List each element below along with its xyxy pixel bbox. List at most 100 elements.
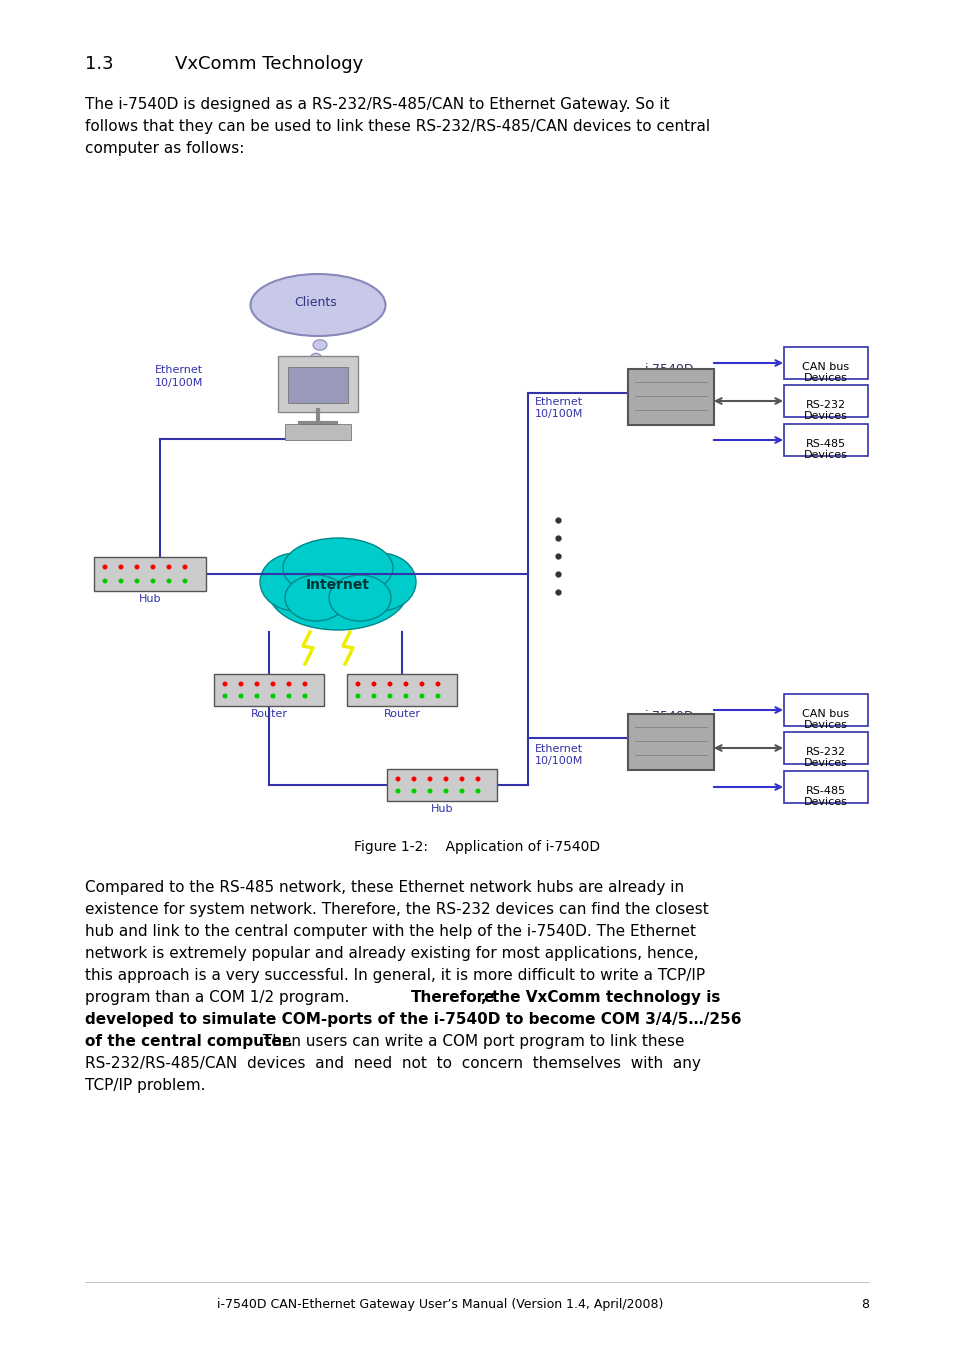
Ellipse shape	[475, 776, 480, 782]
FancyBboxPatch shape	[627, 369, 713, 425]
Text: Devices: Devices	[803, 450, 847, 460]
FancyBboxPatch shape	[783, 694, 867, 726]
Ellipse shape	[309, 363, 316, 369]
Text: Internet: Internet	[306, 578, 370, 593]
Text: 1.3: 1.3	[85, 55, 113, 73]
Ellipse shape	[311, 354, 320, 360]
Ellipse shape	[182, 579, 188, 583]
Text: The i-7540D is designed as a RS-232/RS-485/CAN to Ethernet Gateway. So it: The i-7540D is designed as a RS-232/RS-4…	[85, 97, 669, 112]
Ellipse shape	[254, 694, 259, 698]
Ellipse shape	[387, 682, 392, 687]
Text: i-7540D: i-7540D	[644, 363, 694, 377]
Text: , the VxComm technology is: , the VxComm technology is	[480, 990, 720, 1004]
Ellipse shape	[271, 694, 275, 698]
Text: i-7540D CAN-Ethernet Gateway User’s Manual (Version 1.4, April/2008): i-7540D CAN-Ethernet Gateway User’s Manu…	[216, 1297, 662, 1311]
Ellipse shape	[134, 564, 139, 570]
FancyBboxPatch shape	[627, 714, 713, 770]
Text: hub and link to the central computer with the help of the i-7540D. The Ethernet: hub and link to the central computer wit…	[85, 923, 696, 940]
Text: 10/100M: 10/100M	[535, 409, 583, 418]
FancyBboxPatch shape	[783, 347, 867, 379]
Ellipse shape	[355, 682, 360, 687]
Text: Hub: Hub	[431, 805, 453, 814]
Ellipse shape	[222, 694, 227, 698]
FancyBboxPatch shape	[277, 356, 357, 412]
Ellipse shape	[260, 554, 332, 612]
Text: RS-485: RS-485	[805, 786, 845, 796]
Text: this approach is a very successful. In general, it is more difficult to write a : this approach is a very successful. In g…	[85, 968, 704, 983]
FancyBboxPatch shape	[387, 769, 497, 801]
Text: developed to simulate COM-ports of the i-7540D to become COM 3/4/5…/256: developed to simulate COM-ports of the i…	[85, 1012, 740, 1027]
Text: Compared to the RS-485 network, these Ethernet network hubs are already in: Compared to the RS-485 network, these Et…	[85, 880, 683, 895]
Ellipse shape	[118, 564, 123, 570]
Ellipse shape	[427, 776, 432, 782]
Ellipse shape	[118, 579, 123, 583]
Ellipse shape	[427, 788, 432, 794]
Text: follows that they can be used to link these RS-232/RS-485/CAN devices to central: follows that they can be used to link th…	[85, 119, 709, 134]
Ellipse shape	[102, 579, 108, 583]
Text: Router: Router	[251, 709, 287, 720]
Ellipse shape	[443, 776, 448, 782]
Text: RS-232: RS-232	[805, 400, 845, 410]
Text: Router: Router	[383, 709, 420, 720]
Text: Therefore: Therefore	[411, 990, 495, 1004]
Text: Devices: Devices	[803, 720, 847, 730]
Ellipse shape	[395, 788, 400, 794]
FancyBboxPatch shape	[783, 385, 867, 417]
Ellipse shape	[151, 564, 155, 570]
FancyBboxPatch shape	[94, 558, 206, 591]
Text: TCP/IP problem.: TCP/IP problem.	[85, 1079, 205, 1094]
Ellipse shape	[344, 554, 416, 612]
Text: network is extremely popular and already existing for most applications, hence,: network is extremely popular and already…	[85, 946, 698, 961]
Text: Clients: Clients	[294, 297, 337, 309]
FancyBboxPatch shape	[288, 367, 348, 404]
Text: program than a COM 1/2 program.: program than a COM 1/2 program.	[85, 990, 354, 1004]
Ellipse shape	[419, 694, 424, 698]
Ellipse shape	[419, 682, 424, 687]
Ellipse shape	[285, 575, 347, 621]
Ellipse shape	[238, 694, 243, 698]
Text: Figure 1-2:    Application of i-7540D: Figure 1-2: Application of i-7540D	[354, 840, 599, 855]
Ellipse shape	[371, 694, 376, 698]
Ellipse shape	[182, 564, 188, 570]
Ellipse shape	[271, 682, 275, 687]
Text: Devices: Devices	[803, 757, 847, 768]
FancyBboxPatch shape	[213, 674, 324, 706]
Text: existence for system network. Therefore, the RS-232 devices can find the closest: existence for system network. Therefore,…	[85, 902, 708, 917]
FancyBboxPatch shape	[347, 674, 456, 706]
Text: Hub: Hub	[138, 594, 161, 603]
Ellipse shape	[268, 549, 408, 630]
Text: computer as follows:: computer as follows:	[85, 140, 244, 157]
FancyBboxPatch shape	[783, 424, 867, 456]
Ellipse shape	[167, 564, 172, 570]
Ellipse shape	[313, 340, 327, 350]
Text: Ethernet: Ethernet	[154, 364, 203, 375]
Ellipse shape	[283, 539, 393, 598]
Ellipse shape	[151, 579, 155, 583]
Ellipse shape	[355, 694, 360, 698]
Text: 10/100M: 10/100M	[535, 756, 583, 765]
Ellipse shape	[435, 694, 440, 698]
FancyBboxPatch shape	[783, 732, 867, 764]
Ellipse shape	[134, 579, 139, 583]
Ellipse shape	[286, 694, 292, 698]
Ellipse shape	[302, 682, 307, 687]
Text: RS-232/RS-485/CAN  devices  and  need  not  to  concern  themselves  with  any: RS-232/RS-485/CAN devices and need not t…	[85, 1056, 700, 1071]
Ellipse shape	[387, 694, 392, 698]
Ellipse shape	[443, 788, 448, 794]
FancyBboxPatch shape	[285, 424, 351, 440]
Ellipse shape	[411, 788, 416, 794]
Text: i-7540D: i-7540D	[644, 710, 694, 724]
Text: Ethernet: Ethernet	[535, 744, 582, 755]
Ellipse shape	[459, 776, 464, 782]
Ellipse shape	[286, 682, 292, 687]
Text: CAN bus: CAN bus	[801, 709, 849, 720]
Ellipse shape	[411, 776, 416, 782]
Text: RS-232: RS-232	[805, 747, 845, 757]
Ellipse shape	[251, 274, 385, 336]
Text: Devices: Devices	[803, 410, 847, 421]
Ellipse shape	[435, 682, 440, 687]
Ellipse shape	[403, 682, 408, 687]
Text: Then users can write a COM port program to link these: Then users can write a COM port program …	[257, 1034, 684, 1049]
Text: CAN bus: CAN bus	[801, 362, 849, 373]
Text: RS-485: RS-485	[805, 439, 845, 450]
